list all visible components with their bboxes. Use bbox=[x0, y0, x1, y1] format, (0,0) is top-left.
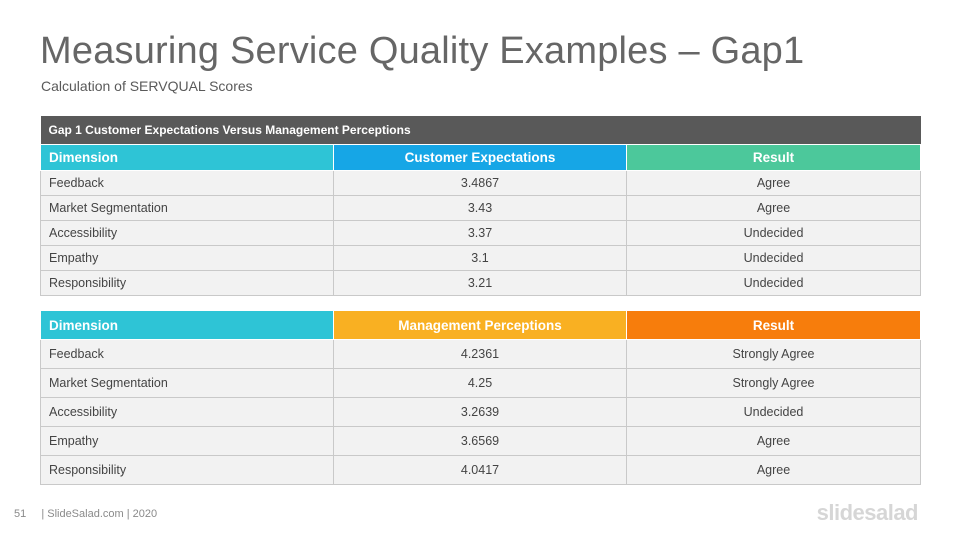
dimension-cell: Empathy bbox=[40, 245, 334, 271]
dimension-cell: Market Segmentation bbox=[40, 368, 334, 398]
management-perceptions-table: Dimension Management Perceptions Result … bbox=[40, 310, 921, 485]
score-cell: 4.0417 bbox=[333, 455, 627, 485]
slide-title: Measuring Service Quality Examples – Gap… bbox=[40, 30, 805, 72]
header-dimension: Dimension bbox=[40, 310, 334, 340]
header-management-perceptions: Management Perceptions bbox=[333, 310, 627, 340]
score-cell: 3.37 bbox=[333, 220, 627, 246]
table-header-row: Dimension Management Perceptions Result bbox=[40, 310, 921, 340]
result-cell: Undecided bbox=[625, 220, 922, 246]
result-cell: Agree bbox=[625, 170, 922, 196]
score-cell: 4.25 bbox=[333, 368, 627, 398]
header-customer-expectations: Customer Expectations bbox=[333, 144, 627, 171]
table-row: Responsibility 4.0417 Agree bbox=[40, 455, 921, 485]
customer-expectations-table: Gap 1 Customer Expectations Versus Manag… bbox=[40, 116, 922, 296]
header-dimension: Dimension bbox=[40, 144, 334, 171]
result-cell: Strongly Agree bbox=[626, 339, 921, 369]
table-row: Accessibility 3.2639 Undecided bbox=[40, 397, 921, 427]
slidesalad-logo: slidesalad bbox=[816, 500, 919, 525]
dimension-cell: Empathy bbox=[40, 426, 334, 456]
table-row: Feedback 3.4867 Agree bbox=[40, 170, 922, 196]
dimension-cell: Accessibility bbox=[40, 220, 334, 246]
result-cell: Undecided bbox=[625, 270, 922, 296]
result-cell: Agree bbox=[625, 195, 922, 221]
table-row: Empathy 3.6569 Agree bbox=[40, 426, 921, 456]
score-cell: 3.43 bbox=[333, 195, 627, 221]
slide-subtitle: Calculation of SERVQUAL Scores bbox=[41, 78, 253, 94]
score-cell: 3.1 bbox=[333, 245, 627, 271]
score-cell: 3.4867 bbox=[333, 170, 627, 196]
table-row: Market Segmentation 3.43 Agree bbox=[40, 195, 922, 221]
score-cell: 3.2639 bbox=[333, 397, 627, 427]
result-cell: Undecided bbox=[626, 397, 921, 427]
score-cell: 3.21 bbox=[333, 270, 627, 296]
dimension-cell: Market Segmentation bbox=[40, 195, 334, 221]
dimension-cell: Responsibility bbox=[40, 455, 334, 485]
table-row: Feedback 4.2361 Strongly Agree bbox=[40, 339, 921, 369]
result-cell: Strongly Agree bbox=[626, 368, 921, 398]
dimension-cell: Feedback bbox=[40, 339, 334, 369]
score-cell: 4.2361 bbox=[333, 339, 627, 369]
result-cell: Undecided bbox=[625, 245, 922, 271]
dimension-cell: Responsibility bbox=[40, 270, 334, 296]
dimension-cell: Feedback bbox=[40, 170, 334, 196]
table-row: Responsibility 3.21 Undecided bbox=[40, 270, 922, 296]
header-result: Result bbox=[626, 310, 921, 340]
table-row: Market Segmentation 4.25 Strongly Agree bbox=[40, 368, 921, 398]
score-cell: 3.6569 bbox=[333, 426, 627, 456]
dimension-cell: Accessibility bbox=[40, 397, 334, 427]
table-row: Empathy 3.1 Undecided bbox=[40, 245, 922, 271]
table-caption-row: Gap 1 Customer Expectations Versus Manag… bbox=[40, 116, 921, 145]
result-cell: Agree bbox=[626, 426, 921, 456]
result-cell: Agree bbox=[626, 455, 921, 485]
table-header-row: Dimension Customer Expectations Result bbox=[40, 144, 922, 171]
slide-footer: 51 | SlideSalad.com | 2020 bbox=[14, 508, 157, 520]
table-caption: Gap 1 Customer Expectations Versus Manag… bbox=[40, 116, 921, 145]
page-number: 51 bbox=[14, 508, 27, 520]
table-row: Accessibility 3.37 Undecided bbox=[40, 220, 922, 246]
footer-text: | SlideSalad.com | 2020 bbox=[41, 508, 158, 520]
header-result: Result bbox=[625, 144, 922, 171]
